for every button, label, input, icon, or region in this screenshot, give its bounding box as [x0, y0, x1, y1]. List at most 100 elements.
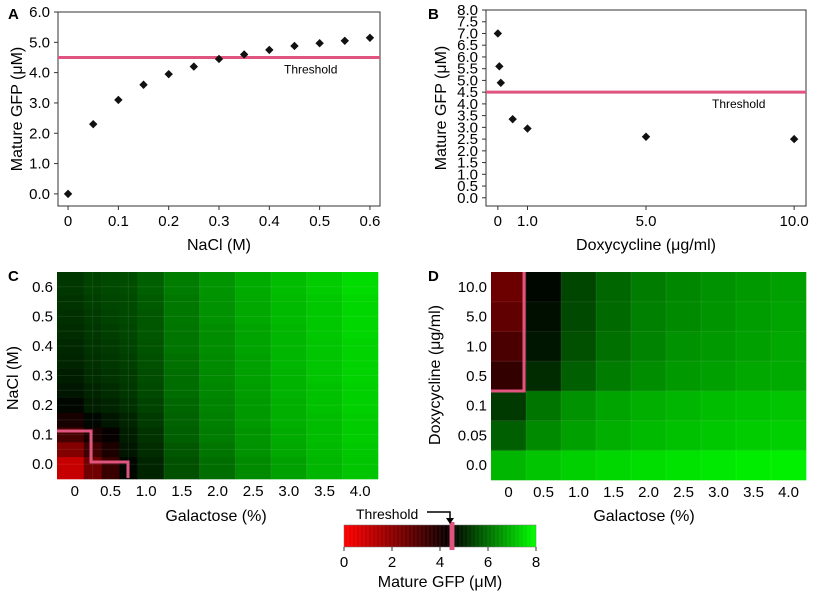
data-point	[365, 33, 375, 42]
heatmap-cell	[137, 456, 165, 480]
heatmap-cell	[101, 353, 120, 369]
heatmap-cell	[306, 368, 343, 384]
panel-d-axes: 0 0.5 1.0 1.5 2.0 2.5 3.0 3.5 4.0 0.0 0.05 0.1 0.5 1.…	[458, 279, 799, 501]
panel-a-axes: 0.0 1.0 2.0 3.0 4.0 5.0 6.0 0 0.1 0.2 0.3 0.4 0.5 0.6	[29, 4, 380, 230]
data-point	[789, 134, 799, 144]
data-point	[315, 39, 324, 48]
heatmap-cell	[342, 397, 379, 413]
heatmap-cell	[561, 390, 597, 421]
heatmap-cell	[491, 450, 527, 481]
colorbar-tick-label: 2	[388, 554, 396, 571]
heatmap-cell	[164, 294, 200, 310]
heatmap-cell	[342, 308, 379, 325]
heatmap-cell	[199, 272, 236, 295]
heatmap-cell	[771, 331, 807, 362]
heatmap-cell	[199, 308, 236, 325]
data-point	[214, 54, 224, 64]
colorbar-tick-label: 6	[484, 554, 492, 571]
y-tick-label: 7.5	[457, 14, 478, 31]
y-tick-label: 1.0	[457, 166, 478, 183]
colorbar-stripes	[347, 525, 533, 547]
x-tick-label: 0	[64, 213, 72, 230]
heatmap-cell	[342, 294, 379, 310]
heatmap-cell	[164, 308, 200, 325]
heatmap-cell	[235, 442, 272, 458]
heatmap-cell	[596, 420, 632, 451]
heatmap-cell	[631, 331, 667, 362]
heatmap-cell	[666, 450, 702, 481]
panel-d-threshold-outline	[491, 272, 526, 393]
x-tick-label: 1.0	[568, 484, 589, 501]
heatmap-cell	[137, 323, 165, 339]
heatmap-cell	[342, 382, 379, 398]
heatmap-cell	[306, 308, 343, 325]
x-tick-label: 0.5	[309, 213, 330, 230]
heatmap-cell	[119, 294, 138, 310]
y-tick-label: 7.0	[457, 25, 478, 42]
heatmap-cell	[771, 450, 807, 481]
heatmap-cell	[596, 301, 632, 332]
heatmap-cell	[199, 397, 236, 413]
heatmap-cell	[199, 338, 236, 354]
heatmap-cell	[164, 368, 200, 384]
heatmap-cell	[164, 382, 200, 398]
heatmap-cell	[57, 397, 85, 413]
panel-b-ylabel: Mature GFP (μM)	[433, 46, 450, 171]
colorbar-tick-label: 0	[340, 554, 348, 571]
x-tick-label: 0	[494, 213, 502, 230]
y-tick-label: 5.0	[466, 309, 487, 326]
heatmap-cell	[526, 301, 562, 332]
heatmap-cell	[83, 442, 102, 458]
y-tick-label: 3.0	[29, 95, 50, 112]
panel-a-xlabel: NaCl (M)	[187, 237, 251, 254]
heatmap-cell	[666, 390, 702, 421]
heatmap-cell	[771, 361, 807, 392]
x-tick-label: 5.0	[636, 213, 657, 230]
y-tick-label: 4.0	[457, 96, 478, 113]
heatmap-cell	[596, 272, 632, 303]
panel-b-xlabel: Doxycycline (μg/ml)	[576, 237, 716, 254]
heatmap-cell	[199, 427, 236, 443]
y-tick-label: 5.0	[29, 34, 50, 51]
panel-a-plot-frame	[57, 11, 381, 207]
heatmap-cell	[199, 323, 236, 339]
heatmap-cell	[137, 382, 165, 398]
heatmap-cell	[596, 331, 632, 362]
colorbar-threshold-arrow	[427, 511, 451, 520]
heatmap-cell	[57, 308, 85, 325]
heatmap-cell	[306, 442, 343, 458]
panel-c-ylabel: NaCl (M)	[5, 346, 22, 410]
heatmap-cell	[771, 390, 807, 421]
heatmap-cell	[561, 420, 597, 451]
heatmap-cell	[306, 382, 343, 398]
x-tick-label: 0.5	[533, 484, 554, 501]
heatmap-cell	[164, 442, 200, 458]
heatmap-cell	[235, 338, 272, 354]
heatmap-cell	[119, 353, 138, 369]
heatmap-cell	[526, 361, 562, 392]
colorbar-threshold-marker	[449, 522, 455, 550]
y-tick-label: 2.0	[457, 143, 478, 160]
heatmap-cell	[666, 272, 702, 303]
heatmap-cell	[137, 272, 165, 295]
y-tick-label: 6.5	[457, 37, 478, 54]
heatmap-cell	[526, 390, 562, 421]
y-tick-label: 1.5	[457, 155, 478, 172]
data-point	[290, 41, 299, 51]
heatmap-cell	[57, 294, 85, 310]
panel-a-ylabel: Mature GFP (μM)	[9, 47, 26, 172]
heatmap-cell	[83, 382, 102, 398]
heatmap-cell	[736, 450, 772, 481]
data-point	[189, 62, 199, 71]
heatmap-cell	[631, 301, 667, 332]
y-tick-label: 0.0	[466, 457, 487, 474]
heatmap-cell	[199, 353, 236, 369]
panel-label-c: C	[8, 268, 19, 285]
colorbar-title: Mature GFP (μM)	[378, 574, 503, 591]
y-tick-label: 0.3	[32, 368, 53, 385]
heatmap-cell	[57, 338, 85, 354]
x-tick-label: 4.0	[350, 483, 371, 500]
heatmap-cell	[57, 382, 85, 398]
x-tick-label: 4.0	[778, 484, 799, 501]
heatmap-cell	[526, 420, 562, 451]
